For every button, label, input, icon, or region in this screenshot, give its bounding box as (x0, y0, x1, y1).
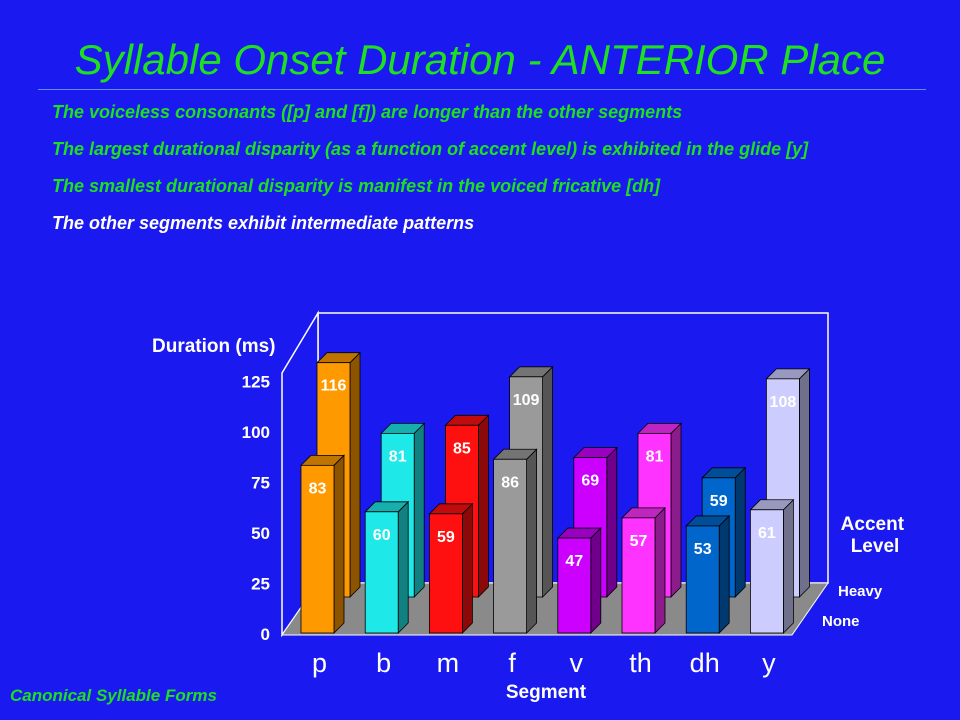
chart-floor (281, 582, 829, 636)
bar-value-label: 57 (630, 533, 648, 550)
bullet-list: The voiceless consonants ([p] and [f]) a… (52, 100, 932, 248)
x-axis-label: Segment (506, 682, 587, 703)
slide-title: Syllable Onset Duration - ANTERIOR Place (74, 36, 886, 83)
bar-none-f: 86 (492, 448, 538, 634)
bar-none-th: 57 (621, 506, 666, 634)
x-tick-label: m (437, 648, 460, 678)
bar-value-label: 83 (309, 480, 327, 497)
y-tick-label: 0 (261, 625, 270, 644)
x-tick-label: dh (690, 648, 720, 678)
bar-value-label: 53 (694, 541, 712, 558)
legend-entry: Heavy (838, 583, 883, 600)
bar-none-y: 61 (749, 498, 795, 634)
bar-value-label: 116 (321, 378, 347, 395)
bullet-item: The other segments exhibit intermediate … (52, 213, 475, 233)
bar-value-label: 81 (646, 448, 664, 465)
y-tick-label: 75 (251, 474, 270, 493)
x-tick-label: b (376, 648, 391, 678)
bar-value-label: 86 (501, 474, 519, 491)
legend-title-line: Level (851, 536, 900, 557)
bar-value-label: 69 (581, 473, 599, 490)
y-axis-label: Duration (ms) (152, 336, 276, 357)
legend-title-line: Accent (841, 514, 905, 535)
bar-value-label: 108 (770, 394, 797, 411)
footer-label: Canonical Syllable Forms (10, 686, 217, 705)
bar-value-label: 47 (565, 553, 583, 570)
bar-value-label: 109 (513, 392, 540, 409)
legend-entry: None (822, 613, 860, 630)
y-tick-label: 100 (242, 423, 270, 442)
y-tick-label: 125 (242, 373, 270, 392)
bar-value-label: 85 (453, 440, 471, 457)
bar-none-v: 47 (556, 527, 602, 634)
bar-none-dh: 53 (685, 514, 731, 634)
x-tick-label: th (629, 648, 652, 678)
y-tick-label: 25 (251, 575, 270, 594)
bullet-item: The largest durational disparity (as a f… (52, 139, 809, 159)
bar-none-m: 59 (428, 502, 474, 634)
x-tick-label: y (762, 648, 776, 678)
title-divider (38, 89, 926, 90)
x-tick-label: f (508, 648, 516, 678)
x-tick-label: p (312, 648, 327, 678)
bar-value-label: 59 (710, 493, 728, 510)
legend-title: Accent Level (841, 514, 910, 557)
x-tick-label: v (570, 648, 584, 678)
bullet-item: The voiceless consonants ([p] and [f]) a… (52, 102, 683, 122)
bar-none-p: 83 (300, 454, 345, 634)
y-tick-label: 50 (251, 524, 270, 543)
bullet-item: The smallest durational disparity is man… (52, 176, 661, 196)
bar-none-b: 60 (364, 500, 410, 634)
bar-value-label: 81 (389, 448, 407, 465)
bar-value-label: 59 (437, 529, 455, 546)
bar-value-label: 60 (373, 527, 391, 544)
bar-value-label: 61 (758, 525, 776, 542)
